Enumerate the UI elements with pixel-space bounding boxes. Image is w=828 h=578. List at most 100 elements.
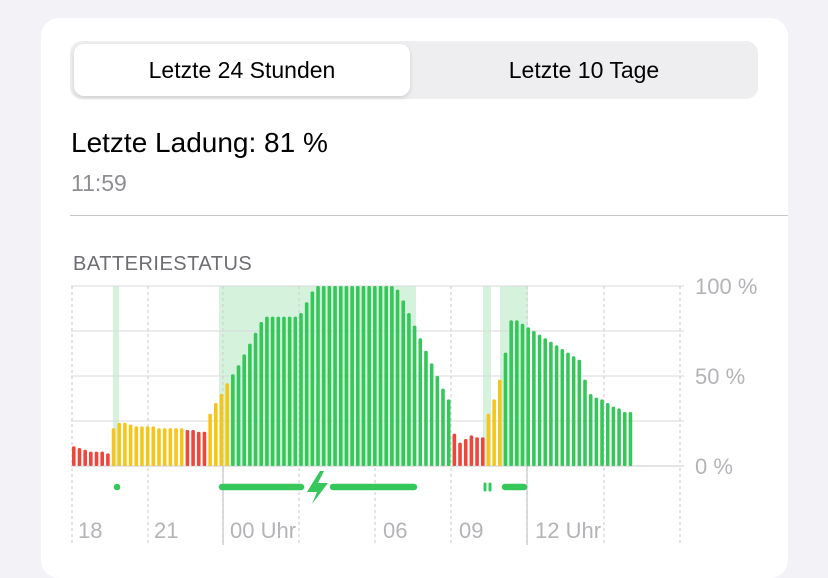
- battery-bar: [469, 435, 474, 466]
- battery-bar: [509, 320, 513, 466]
- battery-bar: [208, 413, 212, 466]
- battery-bar: [577, 359, 582, 466]
- battery-bar: [185, 430, 190, 466]
- battery-bar: [520, 323, 525, 466]
- y-tick-label: 50 %: [695, 364, 745, 389]
- battery-bar: [390, 286, 394, 466]
- tab-last-10-days[interactable]: Letzte 10 Tage: [508, 57, 660, 83]
- battery-bar: [157, 428, 161, 466]
- battery-bar: [532, 331, 536, 466]
- battery-bar: [287, 316, 292, 466]
- battery-bar: [600, 399, 604, 466]
- battery-bar: [321, 286, 326, 466]
- battery-bar: [515, 320, 519, 466]
- battery-status-title: BATTERIESTATUS: [73, 253, 253, 275]
- battery-bar: [265, 316, 269, 466]
- battery-bar: [191, 430, 195, 466]
- x-tick-label: 06: [383, 518, 407, 543]
- battery-bar: [537, 334, 542, 466]
- battery-bar: [367, 286, 371, 466]
- battery-bar: [111, 428, 116, 466]
- battery-bar: [151, 426, 156, 466]
- battery-bar: [134, 426, 139, 466]
- last-charge-label: Letzte Ladung: 81 %: [71, 127, 328, 158]
- battery-bar: [344, 286, 349, 466]
- battery-bar: [253, 332, 258, 466]
- battery-bar: [566, 352, 570, 466]
- battery-bar: [225, 383, 229, 466]
- battery-bar: [202, 431, 207, 466]
- x-tick-label: 18: [78, 518, 102, 543]
- battery-bar: [498, 379, 502, 466]
- x-tick-label: 12 Uhr: [535, 518, 601, 543]
- battery-bar: [128, 424, 133, 466]
- x-tick-label: 00 Uhr: [230, 518, 296, 543]
- last-charge-time: 11:59: [71, 170, 127, 196]
- time-range-segmented-control[interactable]: Letzte 24 Stunden Letzte 10 Tage: [70, 41, 758, 99]
- battery-bar: [503, 352, 508, 466]
- battery-bar: [492, 399, 496, 466]
- battery-bar: [276, 316, 281, 466]
- battery-bar: [594, 397, 599, 466]
- battery-bar: [384, 286, 388, 466]
- divider: [70, 215, 788, 216]
- battery-bar: [316, 286, 320, 466]
- battery-bar: [441, 388, 445, 466]
- charging-dot: [113, 483, 121, 491]
- battery-bar: [259, 322, 264, 466]
- battery-bar: [554, 345, 559, 466]
- battery-bar: [583, 379, 587, 466]
- battery-bar: [174, 428, 178, 466]
- battery-bar: [310, 291, 315, 466]
- battery-bar: [418, 338, 423, 466]
- battery-bar: [350, 286, 354, 466]
- battery-bar: [435, 376, 440, 466]
- x-tick-label: 21: [154, 518, 178, 543]
- battery-bar: [333, 286, 337, 466]
- battery-bar: [446, 399, 451, 466]
- battery-bar: [560, 349, 565, 466]
- battery-bar: [463, 439, 468, 466]
- battery-bar: [196, 431, 201, 466]
- battery-bar: [452, 433, 457, 466]
- battery-bar: [338, 286, 343, 466]
- battery-bar: [168, 428, 173, 466]
- battery-bar: [605, 403, 610, 466]
- battery-bar: [231, 374, 235, 466]
- battery-bar: [407, 313, 411, 466]
- battery-bar: [299, 313, 303, 466]
- battery-bar: [412, 325, 417, 466]
- battery-bar: [248, 343, 252, 466]
- battery-bar: [378, 286, 383, 466]
- tab-last-24-hours[interactable]: Letzte 24 Stunden: [74, 44, 410, 96]
- battery-bar: [429, 363, 434, 466]
- x-tick-label: 09: [459, 518, 483, 543]
- battery-bar: [140, 426, 144, 466]
- y-tick-label: 100 %: [695, 274, 757, 299]
- battery-bar: [571, 356, 576, 466]
- battery-bar: [395, 289, 400, 466]
- battery-bar: [270, 316, 275, 466]
- battery-bar: [549, 341, 553, 466]
- battery-bar: [458, 442, 462, 466]
- lightning-bolt-icon: [307, 471, 328, 504]
- battery-bar: [236, 365, 241, 466]
- battery-bar: [214, 403, 218, 466]
- battery-bar: [480, 437, 485, 466]
- battery-bar: [100, 451, 104, 466]
- battery-bar: [89, 451, 93, 466]
- battery-bar: [282, 316, 286, 466]
- battery-bar: [179, 428, 184, 466]
- battery-bar: [106, 453, 110, 466]
- battery-bar: [356, 286, 360, 466]
- battery-bar: [83, 449, 87, 466]
- battery-bar: [242, 354, 246, 466]
- battery-bar: [628, 412, 633, 466]
- battery-bar: [293, 316, 298, 466]
- battery-bar: [617, 408, 621, 466]
- battery-bar: [219, 394, 224, 466]
- battery-bar: [361, 286, 366, 466]
- battery-bar: [424, 350, 428, 466]
- battery-bar: [145, 426, 150, 466]
